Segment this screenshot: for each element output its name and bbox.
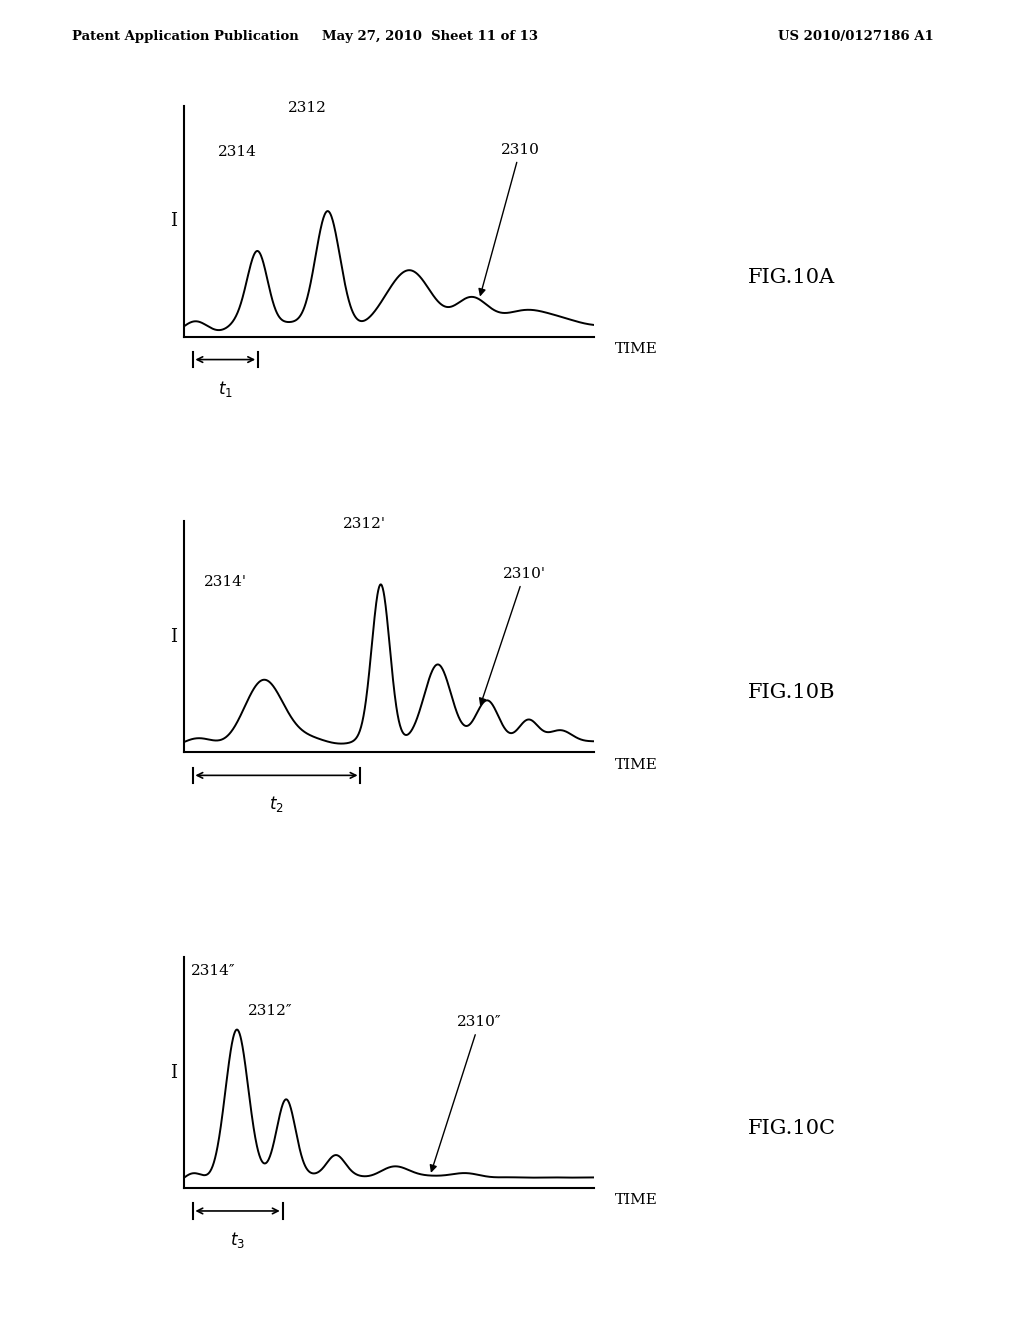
Text: FIG.10A: FIG.10A — [748, 268, 835, 286]
Text: 2312″: 2312″ — [248, 1003, 293, 1018]
Y-axis label: I: I — [170, 213, 177, 230]
Text: 2310: 2310 — [479, 143, 540, 296]
Text: TIME: TIME — [614, 342, 657, 356]
Text: $t_1$: $t_1$ — [218, 379, 232, 399]
Text: 2314': 2314' — [204, 576, 247, 589]
Text: FIG.10C: FIG.10C — [748, 1119, 836, 1138]
Text: May 27, 2010  Sheet 11 of 13: May 27, 2010 Sheet 11 of 13 — [323, 30, 538, 44]
Text: 2312: 2312 — [288, 100, 327, 115]
Text: Patent Application Publication: Patent Application Publication — [72, 30, 298, 44]
Text: TIME: TIME — [614, 758, 657, 772]
Text: 2310″: 2310″ — [430, 1015, 502, 1171]
Text: 2314: 2314 — [218, 145, 257, 160]
Y-axis label: I: I — [170, 1064, 177, 1081]
Text: 2312': 2312' — [343, 516, 386, 531]
Y-axis label: I: I — [170, 628, 177, 645]
Text: 2310': 2310' — [479, 568, 546, 705]
Text: US 2010/0127186 A1: US 2010/0127186 A1 — [778, 30, 934, 44]
Text: TIME: TIME — [614, 1193, 657, 1208]
Text: $t_3$: $t_3$ — [230, 1230, 245, 1250]
Text: $t_2$: $t_2$ — [269, 795, 284, 814]
Text: FIG.10B: FIG.10B — [748, 684, 835, 702]
Text: 2314″: 2314″ — [190, 965, 236, 978]
